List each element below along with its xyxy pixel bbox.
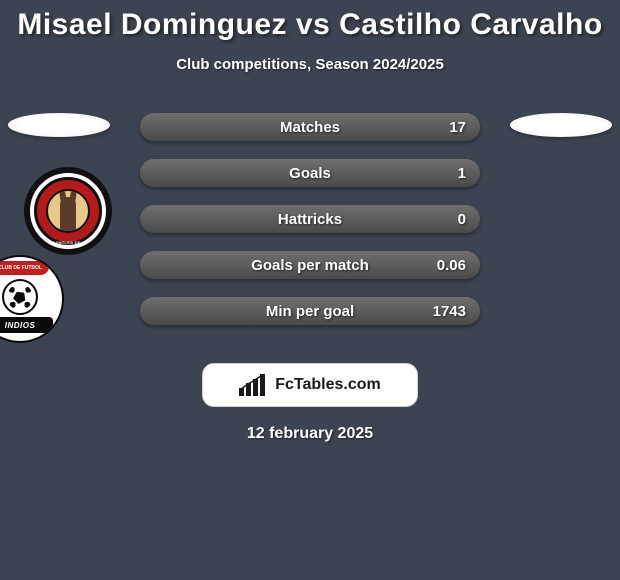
badge-right-banner: INDIOS xyxy=(0,317,53,333)
soccer-ball-icon xyxy=(2,279,38,315)
stat-label: Matches xyxy=(280,119,340,136)
stat-pill: Goals per match 0.06 xyxy=(140,251,480,279)
badge-left-ring xyxy=(34,177,102,245)
badge-right-banner-text: INDIOS xyxy=(5,321,36,330)
stat-value-right: 17 xyxy=(449,119,466,136)
badge-left-arc-bottom: XOLOITZCUINTLES DE CALIENTE xyxy=(30,240,106,245)
stat-label: Goals per match xyxy=(251,257,369,274)
badge-left-inner xyxy=(46,189,90,233)
club-badge-left: CLUB TIJUANA XOLOITZCUINTLES DE CALIENTE xyxy=(24,167,112,255)
xolo-dog-icon xyxy=(60,197,76,231)
stat-label: Min per goal xyxy=(266,303,354,320)
bar-chart-icon xyxy=(239,374,267,396)
stat-pill: Goals 1 xyxy=(140,159,480,187)
player-left-oval xyxy=(8,113,110,137)
brand-text: FcTables.com xyxy=(275,376,381,394)
infographic-root: Misael Dominguez vs Castilho Carvalho Cl… xyxy=(0,0,620,443)
stat-pill: Min per goal 1743 xyxy=(140,297,480,325)
player-right-oval xyxy=(510,113,612,137)
page-title: Misael Dominguez vs Castilho Carvalho xyxy=(0,8,620,42)
page-subtitle: Club competitions, Season 2024/2025 xyxy=(0,56,620,73)
stats-area: CLUB TIJUANA XOLOITZCUINTLES DE CALIENTE… xyxy=(0,113,620,343)
footer-date: 12 february 2025 xyxy=(0,425,620,443)
club-badge-right: CLUB DE FUTBOL INDIOS xyxy=(0,255,64,343)
stat-value-right: 0.06 xyxy=(437,257,466,274)
stat-pill: Matches 17 xyxy=(140,113,480,141)
badge-right-topband: CLUB DE FUTBOL xyxy=(0,261,49,275)
stat-value-right: 1743 xyxy=(433,303,466,320)
badge-right-topband-text: CLUB DE FUTBOL xyxy=(0,265,42,271)
stat-label: Goals xyxy=(289,165,331,182)
brand-box: FcTables.com xyxy=(202,363,418,407)
stat-value-right: 1 xyxy=(458,165,466,182)
stat-pill: Hattricks 0 xyxy=(140,205,480,233)
stat-label: Hattricks xyxy=(278,211,342,228)
stat-value-right: 0 xyxy=(458,211,466,228)
